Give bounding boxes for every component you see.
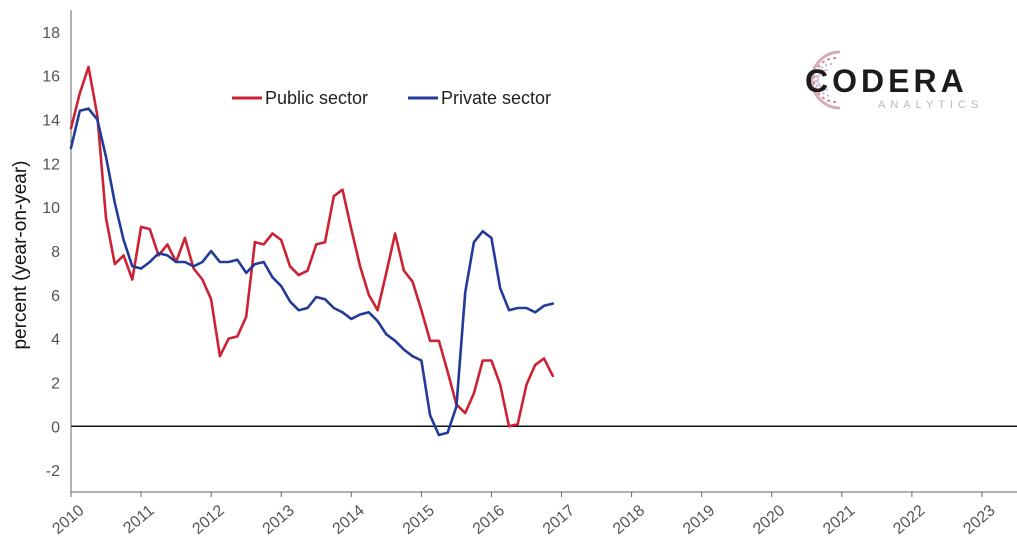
x-tick-label: 2010 — [49, 502, 87, 538]
y-tick-label: 10 — [42, 200, 60, 217]
x-tick-label: 2020 — [750, 502, 788, 538]
series-line-public — [69, 65, 555, 428]
legend: Public sector Private sector — [232, 88, 551, 108]
x-tick-label: 2014 — [330, 502, 368, 538]
y-tick-label: -2 — [46, 463, 60, 480]
y-axis-ticks: -2 0 2 4 6 8 10 12 14 16 18 — [42, 25, 60, 480]
series-lines — [69, 65, 555, 437]
y-tick-label: 8 — [51, 244, 60, 261]
legend-item-public: Public sector — [232, 88, 368, 108]
legend-item-private: Private sector — [408, 88, 551, 108]
x-tick-label: 2018 — [610, 502, 648, 538]
x-tick-label: 2019 — [680, 502, 718, 538]
x-tick-label: 2011 — [120, 502, 157, 537]
legend-label-private: Private sector — [441, 88, 551, 108]
x-tick-label: 2023 — [960, 502, 998, 538]
y-tick-label: 14 — [42, 113, 60, 130]
legend-label-public: Public sector — [265, 88, 368, 108]
x-tick-label: 2022 — [890, 502, 928, 538]
y-tick-label: 16 — [42, 69, 60, 86]
codera-logo: CODERA ANALYTICS — [805, 50, 983, 111]
x-tick-label: 2021 — [820, 502, 858, 538]
logo-mark-icon — [810, 50, 841, 110]
x-tick-label: 2017 — [540, 502, 578, 538]
y-tick-label: 0 — [51, 419, 60, 436]
logo-name: CODERA — [805, 63, 968, 99]
y-axis-title: percent (year-on-year) — [10, 160, 31, 349]
x-axis-ticks: 2010 2011 2012 2013 2014 2015 2016 2017 2018 2019… — [49, 492, 999, 538]
y-tick-label: 6 — [51, 288, 60, 305]
y-tick-label: 18 — [42, 25, 60, 42]
x-tick-label: 2015 — [400, 502, 438, 538]
y-tick-label: 2 — [51, 375, 60, 392]
x-tick-label: 2013 — [260, 502, 298, 538]
axes — [70, 10, 1017, 493]
x-tick-label: 2012 — [190, 502, 228, 538]
x-tick-label: 2016 — [470, 502, 508, 538]
series-line-private — [69, 107, 555, 437]
y-tick-label: 4 — [51, 332, 60, 349]
y-tick-label: 12 — [42, 156, 60, 173]
logo-subtitle: ANALYTICS — [878, 99, 983, 111]
